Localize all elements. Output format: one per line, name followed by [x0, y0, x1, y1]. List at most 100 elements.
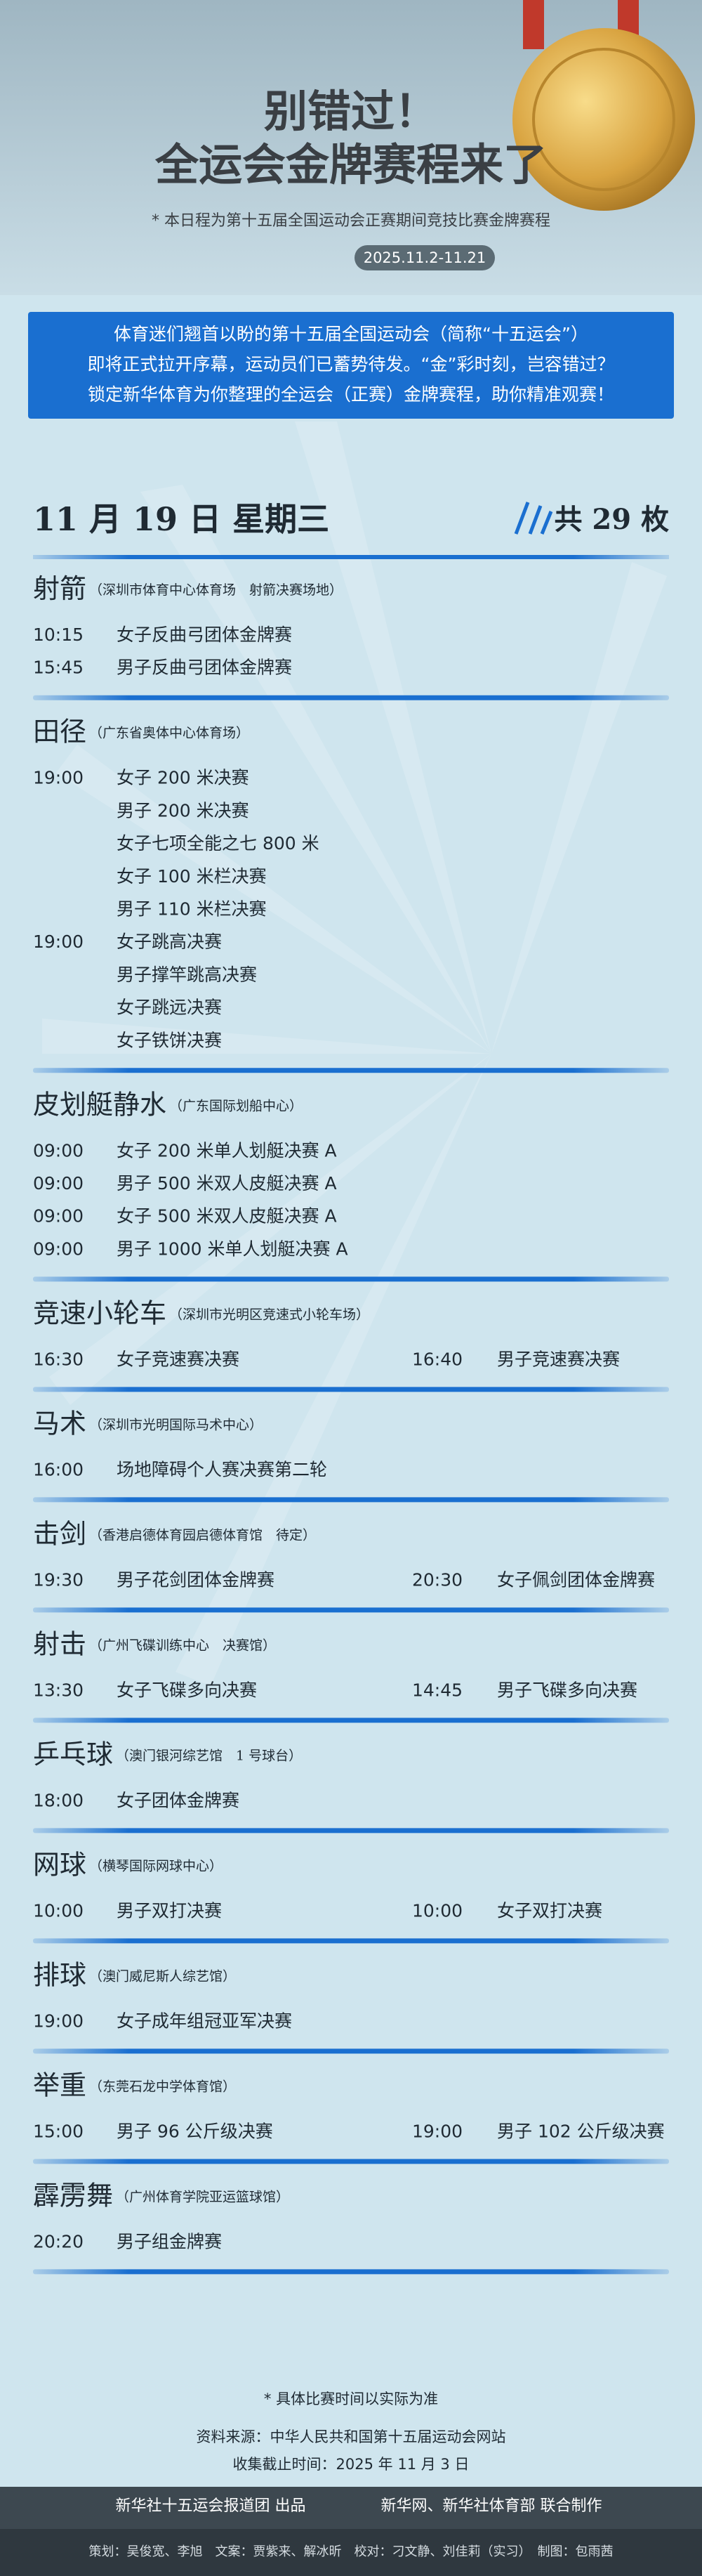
separator	[33, 1068, 669, 1073]
venue: （广东国际划船中心）	[169, 1098, 303, 1113]
event-name: 男子组金牌赛	[117, 2231, 222, 2251]
event-name: 女子 100 米栏决赛	[117, 866, 267, 887]
event-name: 女子飞碟多向决赛	[117, 1680, 257, 1700]
sport-name: 竞速小轮车	[33, 1297, 166, 1328]
section-heading: 射击 （广州飞碟训练中心 决赛馆）	[33, 1628, 276, 1659]
medal-ribbon	[523, 0, 544, 49]
event-time: 15:45	[33, 658, 84, 678]
section-heading: 排球 （澳门威尼斯人综艺馆）	[33, 1959, 236, 1990]
section-heading: 射箭 （深圳市体育中心体育场 射箭决赛场地）	[33, 573, 343, 604]
footer-producer: 新华社十五运会报道团 出品	[116, 2497, 306, 2515]
sport-name: 乒乓球	[33, 1739, 113, 1770]
event-time: 10:00	[33, 1900, 84, 1921]
sport-name: 马术	[33, 1408, 86, 1439]
event-time: 09:00	[33, 1140, 84, 1160]
day-total: 共 29 枚	[554, 503, 669, 536]
event-name: 女子团体金牌赛	[117, 1790, 239, 1810]
event-time: 10:15	[33, 625, 84, 645]
sport-name: 射箭	[33, 573, 86, 604]
deadline: 收集截止时间：2025 年 11 月 3 日	[233, 2456, 470, 2473]
venue: （广州飞碟训练中心 决赛馆）	[89, 1637, 276, 1653]
event-name: 男子 500 米双人皮艇决赛 A	[117, 1173, 337, 1194]
event-name: 男子撑竿跳高决赛	[117, 965, 257, 985]
event-time: 16:00	[33, 1459, 84, 1479]
separator	[33, 1607, 669, 1613]
venue: （深圳市光明国际马术中心）	[89, 1417, 263, 1432]
schedule: 射箭 （深圳市体育中心体育场 射箭决赛场地） 10:15 女子反曲弓团体金牌赛 15:4…	[33, 573, 669, 2275]
background-rays	[42, 421, 667, 1686]
venue: （深圳市光明区竞速式小轮车场）	[169, 1307, 369, 1322]
title: 全运会金牌赛程来了	[154, 139, 547, 190]
gold-medal	[512, 28, 695, 211]
venue: （横琴国际网球中心）	[89, 1858, 223, 1874]
event-time: 20:20	[33, 2231, 84, 2251]
intro-box	[28, 312, 674, 419]
event-name: 男子 96 公斤级决赛	[117, 2121, 273, 2141]
venue: （澳门威尼斯人综艺馆）	[89, 1968, 236, 1984]
event-name: 男子飞碟多向决赛	[497, 1680, 637, 1700]
event-name: 男子竞速赛决赛	[497, 1349, 620, 1369]
section-heading: 举重 （东莞石龙中学体育馆）	[33, 2070, 236, 2100]
event-time: 10:00	[412, 1900, 463, 1921]
event-time: 19:00	[412, 2121, 463, 2141]
section-heading: 竞速小轮车 （深圳市光明区竞速式小轮车场）	[33, 1297, 369, 1328]
separator	[33, 1387, 669, 1392]
venue: （深圳市体育中心体育场 射箭决赛场地）	[89, 582, 343, 598]
section-heading: 马术 （深圳市光明国际马术中心）	[33, 1408, 263, 1439]
event-name: 女子竞速赛决赛	[117, 1349, 239, 1369]
sport-name: 射击	[33, 1628, 86, 1659]
section-heading: 击剑 （香港启德体育园启德体育馆 待定）	[33, 1518, 316, 1549]
event-time: 15:00	[33, 2121, 84, 2141]
separator	[33, 1828, 669, 1833]
event-name: 男子双打决赛	[117, 1900, 222, 1921]
separator	[33, 695, 669, 700]
event-name: 女子双打决赛	[497, 1900, 602, 1921]
separator	[33, 2269, 669, 2275]
event-name: 男子 200 米决赛	[117, 800, 249, 820]
event-time: 19:00	[33, 2011, 84, 2031]
venue: （广州体育学院亚运篮球馆）	[116, 2189, 289, 2204]
sport-name: 举重	[33, 2070, 86, 2100]
decor-strokes	[514, 502, 553, 535]
sport-name: 霹雳舞	[33, 2180, 113, 2211]
event-time: 20:30	[412, 1569, 463, 1590]
event-name: 男子花剑团体金牌赛	[117, 1569, 274, 1590]
credits: 策划：吴俊宽、李旭 文案：贾紫来、解冰昕 校对：刁文静、刘佳莉（实习） 制图：包…	[89, 2544, 614, 2559]
medal-ring	[532, 48, 675, 191]
intro-line: 锁定新华体育为你整理的全运会（正赛）金牌赛程，助你精准观赛！	[88, 384, 614, 405]
event-name: 女子佩剑团体金牌赛	[497, 1569, 655, 1590]
separator	[33, 2048, 669, 2054]
date-range: 2025.11.2-11.21	[364, 249, 486, 266]
footer-coproducer: 新华网、新华社体育部 联合制作	[381, 2497, 602, 2515]
event-time: 18:00	[33, 1790, 84, 1810]
sport-name: 网球	[33, 1849, 86, 1880]
event-name: 男子 110 米栏决赛	[117, 899, 267, 920]
section-heading: 霹雳舞 （广州体育学院亚运篮球馆）	[33, 2180, 289, 2211]
section-heading: 乒乓球 （澳门银河综艺馆 1 号球台）	[33, 1739, 302, 1770]
event-time: 19:00	[33, 931, 84, 952]
event-time: 19:00	[33, 768, 84, 788]
event-time: 16:40	[412, 1349, 463, 1369]
sport-name: 击剑	[33, 1518, 86, 1549]
venue: （广东省奥体中心体育场）	[89, 726, 249, 741]
sport-name: 排球	[33, 1959, 86, 1990]
header-note: * 本日程为第十五届全国运动会正赛期间竞技比赛金牌赛程	[152, 212, 550, 230]
date-pill	[355, 245, 495, 270]
event-time: 09:00	[33, 1238, 84, 1259]
title: 别错过！	[264, 86, 438, 137]
separator	[33, 1718, 669, 1723]
section-heading: 网球 （横琴国际网球中心）	[33, 1849, 223, 1880]
event-name: 女子铁饼决赛	[117, 1030, 222, 1050]
event-name: 男子反曲弓团体金牌赛	[117, 658, 292, 678]
event-name: 女子 200 米单人划艇决赛 A	[117, 1140, 337, 1160]
event-time: 14:45	[412, 1680, 463, 1700]
event-time: 16:30	[33, 1349, 84, 1369]
event-name: 场地障碍个人赛决赛第二轮	[117, 1459, 327, 1479]
event-time: 13:30	[33, 1680, 84, 1700]
section-heading: 田径 （广东省奥体中心体育场）	[33, 716, 249, 747]
source: 资料来源：中华人民共和国第十五届运动会网站	[197, 2428, 506, 2445]
venue: （东莞石龙中学体育馆）	[89, 2079, 236, 2094]
event-time: 19:30	[33, 1569, 84, 1590]
